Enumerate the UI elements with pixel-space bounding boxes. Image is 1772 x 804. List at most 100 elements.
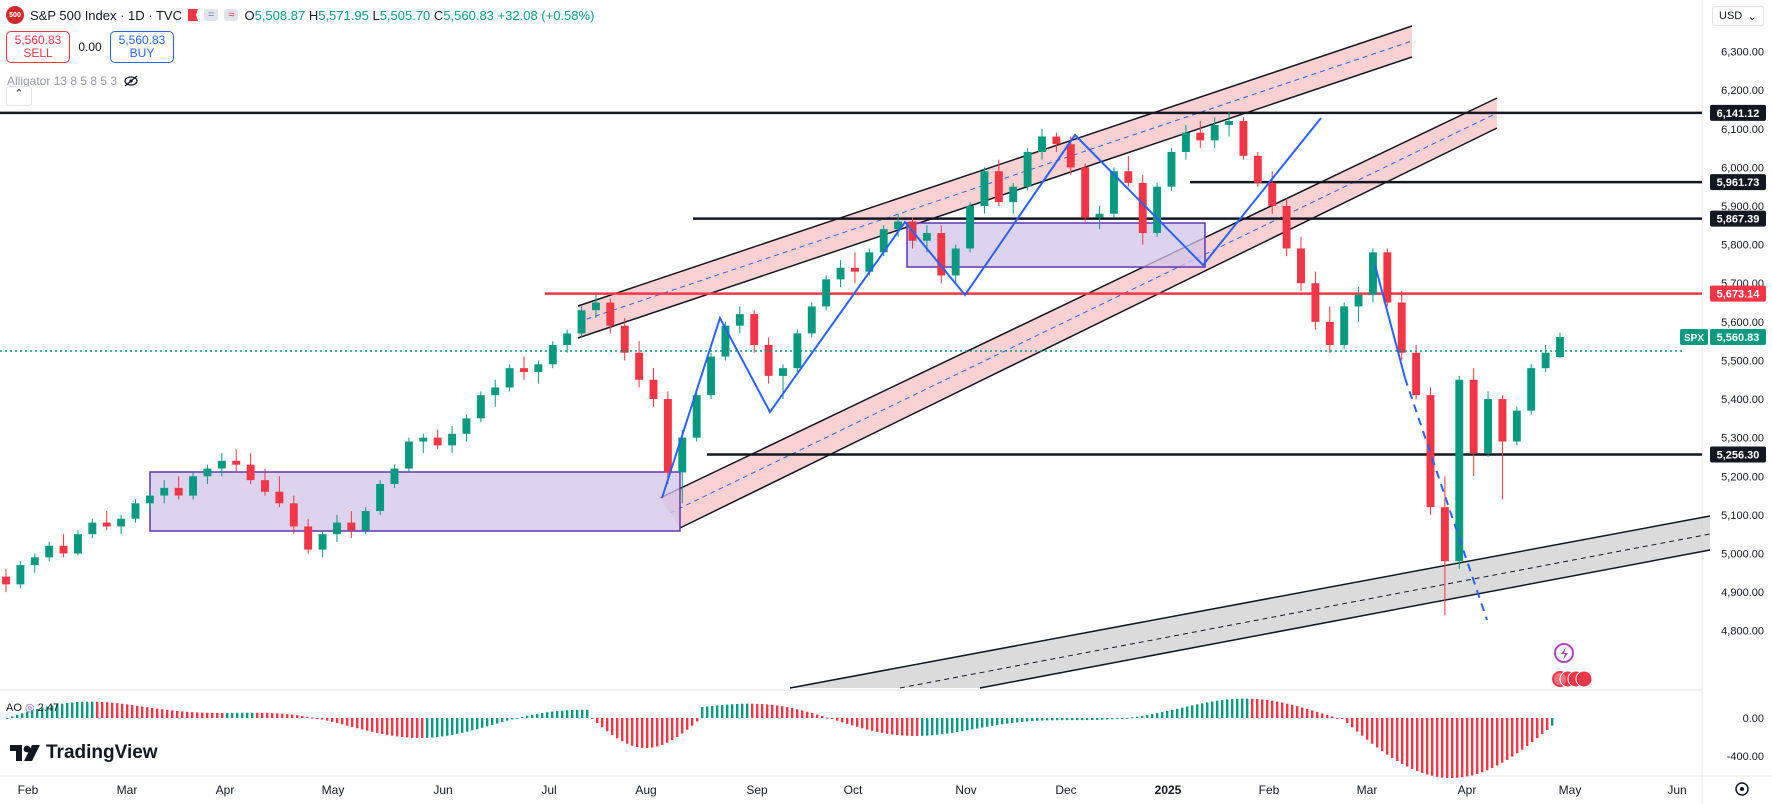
equals-pill[interactable]: =	[203, 9, 219, 21]
time-tick-label: May	[1559, 783, 1582, 797]
ao-bar	[721, 705, 724, 718]
ao-bar	[1106, 718, 1109, 720]
ao-bar	[1276, 701, 1279, 718]
ao-bar	[1366, 718, 1369, 740]
candle-body	[347, 522, 356, 531]
ao-bar	[426, 718, 429, 738]
candle-body	[836, 267, 845, 280]
price-tick-label: 6,200.00	[1721, 85, 1764, 97]
close-label: C	[433, 7, 444, 23]
demand-zone-box[interactable]	[149, 471, 681, 532]
sell-button[interactable]: 5,560.83 SELL	[6, 31, 70, 63]
ao-bar	[366, 718, 369, 731]
time-tick-label: Mar	[117, 783, 138, 797]
ao-bar	[1051, 718, 1054, 721]
ao-bar	[811, 713, 814, 718]
ao-bar	[1471, 718, 1474, 776]
ao-bar	[131, 705, 134, 718]
time-tick-label: Nov	[955, 783, 976, 797]
trade-panel: 5,560.83 SELL 0.00 5,560.83 BUY	[6, 31, 174, 63]
ao-bar	[311, 717, 314, 719]
alligator-label[interactable]: Alligator 13 8 5 8 5 3	[7, 74, 118, 88]
price-tick-label: 5,500.00	[1721, 355, 1764, 367]
ao-bar	[41, 707, 44, 718]
ao-bar	[581, 709, 584, 718]
eye-off-icon[interactable]	[123, 75, 139, 87]
price-tick-label: 5,400.00	[1721, 394, 1764, 406]
ao-bar	[251, 712, 254, 718]
ao-bar	[331, 718, 334, 722]
ao-bar	[46, 706, 49, 718]
flag-icon[interactable]	[187, 9, 198, 21]
price-tick-label: 6,300.00	[1721, 47, 1764, 59]
price-tick-label: 5,200.00	[1721, 471, 1764, 483]
time-tick-label: Jun	[1667, 783, 1686, 797]
currency-label: USD	[1719, 10, 1743, 22]
ao-bar	[1126, 717, 1129, 719]
gray-channel[interactable]	[789, 515, 1711, 689]
ao-histogram	[6, 698, 1554, 778]
ao-bar	[301, 715, 304, 718]
ao-bar	[356, 718, 359, 729]
ao-bar	[546, 712, 549, 718]
settings-icon[interactable]	[1735, 782, 1749, 796]
ao-bar	[281, 713, 284, 718]
candle-body	[1239, 121, 1248, 156]
ao-bar	[391, 718, 394, 736]
events-icons[interactable]	[1552, 643, 1593, 688]
ao-bar	[306, 716, 309, 718]
time-tick-label: Apr	[1458, 783, 1477, 797]
candle-body	[376, 483, 385, 512]
wave-pill[interactable]: ≈	[224, 9, 239, 21]
ao-bar	[1426, 718, 1429, 775]
time-tick-label: Mar	[1357, 783, 1378, 797]
tradingview-logo[interactable]: TradingView	[10, 742, 158, 764]
sp500-logo-icon: 500	[6, 6, 24, 24]
ao-bar	[1346, 718, 1349, 724]
candle-body	[30, 557, 39, 566]
ao-bar	[616, 718, 619, 739]
candle-body	[1038, 136, 1046, 152]
ao-bar	[891, 718, 894, 735]
candle-body	[779, 368, 787, 376]
ao-bar	[496, 718, 499, 724]
ao-legend[interactable]: AO ◎ 2.47	[6, 701, 59, 714]
price-tick-label: 5,600.00	[1721, 317, 1764, 329]
wave-pattern[interactable]	[661, 117, 1488, 621]
price-axis[interactable]: 6,300.00 6,200.00 6,100.00 6,000.00 5,900.00…	[1680, 47, 1766, 638]
ao-bar	[541, 712, 544, 718]
lower-rising-channel[interactable]	[659, 97, 1498, 529]
ao-bar	[206, 712, 209, 718]
ao-settings-icon[interactable]: ◎	[24, 702, 35, 714]
ao-bar	[1496, 718, 1499, 766]
chevron-up-icon[interactable]: ⌃	[6, 86, 32, 106]
time-axis[interactable]: Feb Mar Apr May Jun Jul Aug Sep Oct Nov Dec 2025 Feb…	[18, 783, 1687, 797]
buy-price: 5,560.83	[118, 33, 166, 47]
candle-body	[1484, 399, 1493, 454]
symbol-title[interactable]: S&P 500 Index · 1D · TVC	[30, 7, 182, 23]
ao-bar	[201, 712, 204, 718]
time-tick-label: Apr	[216, 783, 235, 797]
ao-bar	[1121, 718, 1124, 719]
ao-bar	[461, 718, 464, 733]
ao-bar	[1246, 698, 1249, 718]
ao-bar	[1001, 718, 1004, 725]
candle-body	[433, 437, 442, 446]
time-tick-label: Oct	[844, 783, 863, 797]
currency-select[interactable]: USD ⌄	[1712, 6, 1764, 26]
ao-bar	[761, 704, 764, 718]
ao-bar	[421, 718, 424, 738]
ao-bar	[766, 704, 769, 718]
candle-body	[203, 468, 212, 477]
buy-button[interactable]: 5,560.83 BUY	[110, 31, 174, 63]
price-label-text: 5,961.73	[1717, 177, 1760, 189]
ao-bar	[276, 713, 279, 718]
ao-bar	[726, 704, 729, 718]
ao-bar	[526, 715, 529, 718]
ao-bar	[286, 714, 289, 718]
indicator-legend[interactable]: Alligator 13 8 5 8 5 3	[7, 74, 139, 88]
ao-bar	[471, 718, 474, 731]
ao-bar	[1226, 699, 1229, 718]
ao-bar	[1406, 718, 1409, 767]
